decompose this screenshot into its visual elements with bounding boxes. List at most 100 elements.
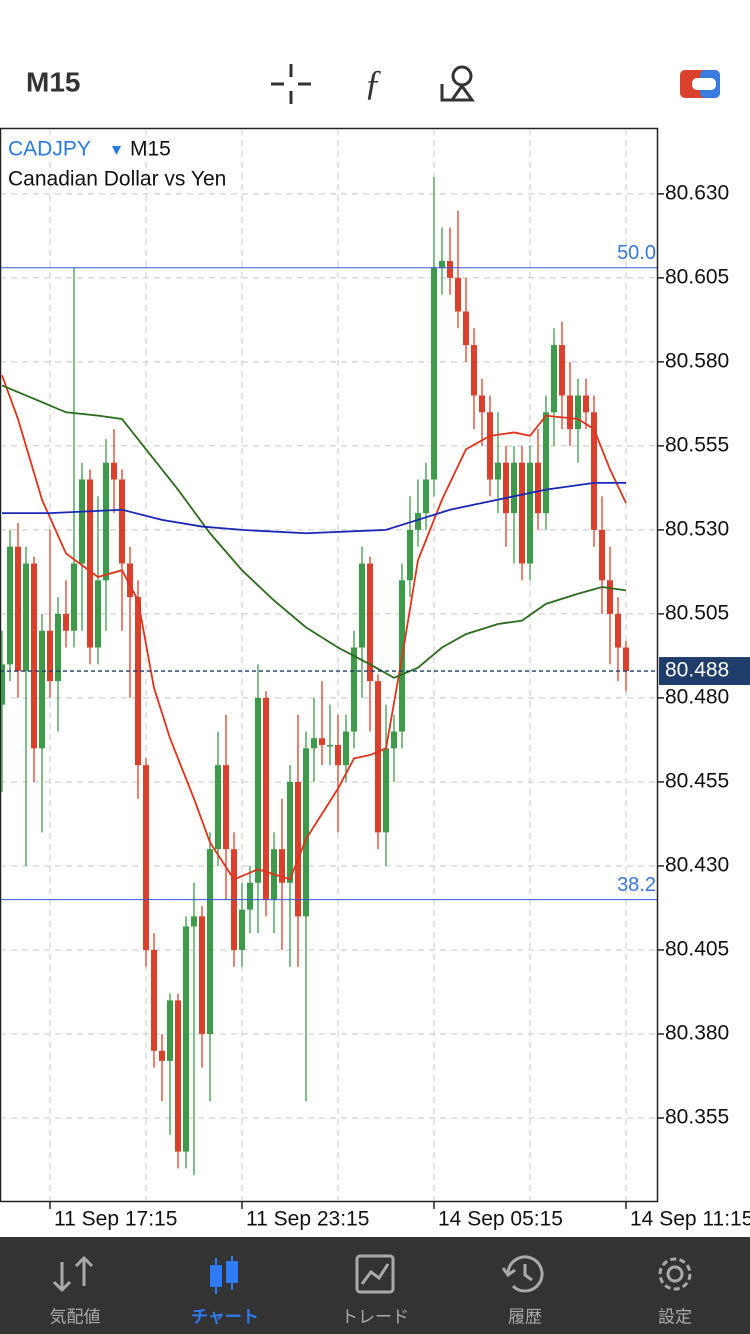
crosshair-icon[interactable] [271, 64, 311, 104]
y-tick-label: 80.480 [665, 685, 729, 708]
candle-body [311, 738, 317, 749]
objects-icon[interactable] [440, 65, 475, 102]
y-tick-label: 80.355 [665, 1106, 729, 1129]
moving-average-line [2, 481, 626, 535]
candle-body [591, 412, 597, 530]
candle-body [471, 345, 477, 396]
candle-body [167, 1000, 173, 1061]
candle-body [151, 949, 157, 1051]
candle-body [583, 395, 589, 413]
y-tick-label: 80.530 [665, 517, 729, 540]
tab-label[interactable]: トレード [341, 1307, 409, 1326]
candle-body [615, 613, 621, 648]
candle-body [407, 529, 413, 581]
candle-body [199, 916, 205, 1034]
candle-body [495, 462, 501, 480]
candle-body [1, 664, 5, 705]
indicator-icon[interactable]: ƒ [364, 62, 382, 102]
candle-body [575, 395, 581, 430]
candle-body [79, 479, 85, 564]
current-price-box [659, 657, 750, 686]
candle-body [287, 781, 293, 883]
x-tick-label: 11 Sep 23:15 [246, 1208, 369, 1231]
candle-body [279, 849, 285, 883]
candle-body [535, 462, 541, 514]
tab-label[interactable]: 気配値 [50, 1307, 101, 1326]
x-tick-label: 14 Sep 11:15 [630, 1208, 750, 1231]
y-tick-label: 80.380 [665, 1022, 729, 1045]
candle-body [71, 563, 77, 631]
candle-body [55, 613, 61, 682]
tab-label[interactable]: 履歴 [508, 1307, 542, 1326]
level-label: 38.2 [617, 874, 656, 896]
tab-label[interactable]: チャート [191, 1307, 259, 1326]
candle-body [391, 731, 397, 749]
tab-label[interactable]: 設定 [658, 1307, 692, 1326]
trade-icon[interactable] [680, 70, 720, 98]
y-tick-label: 80.580 [665, 349, 729, 372]
candle-body [567, 395, 573, 430]
candle-body [119, 479, 125, 564]
y-tick-label: 80.555 [665, 433, 729, 456]
moving-average-line [1, 375, 627, 881]
candle-body [479, 395, 485, 413]
candle-body [263, 697, 269, 900]
candle-body [367, 563, 373, 682]
candle-body [599, 529, 605, 581]
chart-icon[interactable] [210, 1256, 238, 1294]
x-tick-label: 11 Sep 17:15 [54, 1208, 177, 1231]
plot-area: 50.0 38.2 [1, 177, 657, 1176]
moving-average-line [1, 384, 627, 679]
candle-body [15, 546, 21, 672]
level-label: 50.0 [617, 242, 656, 264]
candle-body [551, 345, 557, 413]
candle-body [191, 916, 197, 927]
timeframe-button[interactable]: M15 [26, 66, 80, 97]
candle-body [39, 630, 45, 749]
y-tick-label: 80.505 [665, 601, 729, 624]
candle-body [351, 647, 357, 732]
chart-timeframe: M15 [130, 138, 171, 161]
y-tick-label: 80.405 [665, 938, 729, 961]
price-axis: 80.630 80.605 80.580 80.555 80.530 80.505 80.4… [49, 181, 750, 1231]
candle-body [503, 462, 509, 514]
candle-body [63, 613, 69, 631]
candle-body [127, 563, 133, 598]
symbol[interactable]: CADJPY [8, 138, 91, 161]
candle-body [439, 261, 445, 268]
settings-icon[interactable] [658, 1257, 692, 1291]
candle-body [383, 748, 389, 833]
candle-body [375, 681, 381, 833]
symbol-dropdown[interactable] [112, 146, 121, 155]
candle-body [359, 563, 365, 648]
candle-body [303, 748, 309, 917]
candle-body [415, 513, 421, 530]
candle-body [255, 697, 261, 883]
candle-body [327, 744, 333, 747]
candle-body [519, 462, 525, 564]
candle-body [87, 479, 93, 648]
current-price-label: 80.488 [665, 659, 729, 682]
candle-body [335, 744, 341, 766]
candle-body [423, 479, 429, 514]
candle-body [295, 781, 301, 917]
plot-frame [0, 127, 659, 1203]
quotes-icon[interactable] [52, 1255, 94, 1293]
candle-body [47, 630, 53, 682]
candle-body [455, 277, 461, 312]
trade-tab-icon[interactable] [355, 1254, 395, 1294]
candle-body [319, 738, 325, 745]
candle-body [183, 926, 189, 1152]
symbol-description: Canadian Dollar vs Yen [8, 168, 226, 191]
candle-body [103, 462, 109, 581]
history-icon[interactable] [501, 1255, 544, 1293]
y-tick-label: 80.605 [665, 265, 729, 288]
candle-body [511, 462, 517, 514]
candle-body [607, 580, 613, 614]
y-tick-label: 80.630 [665, 181, 729, 204]
candle-body [31, 563, 37, 749]
candle-body [23, 563, 29, 672]
candle-body [239, 909, 245, 950]
